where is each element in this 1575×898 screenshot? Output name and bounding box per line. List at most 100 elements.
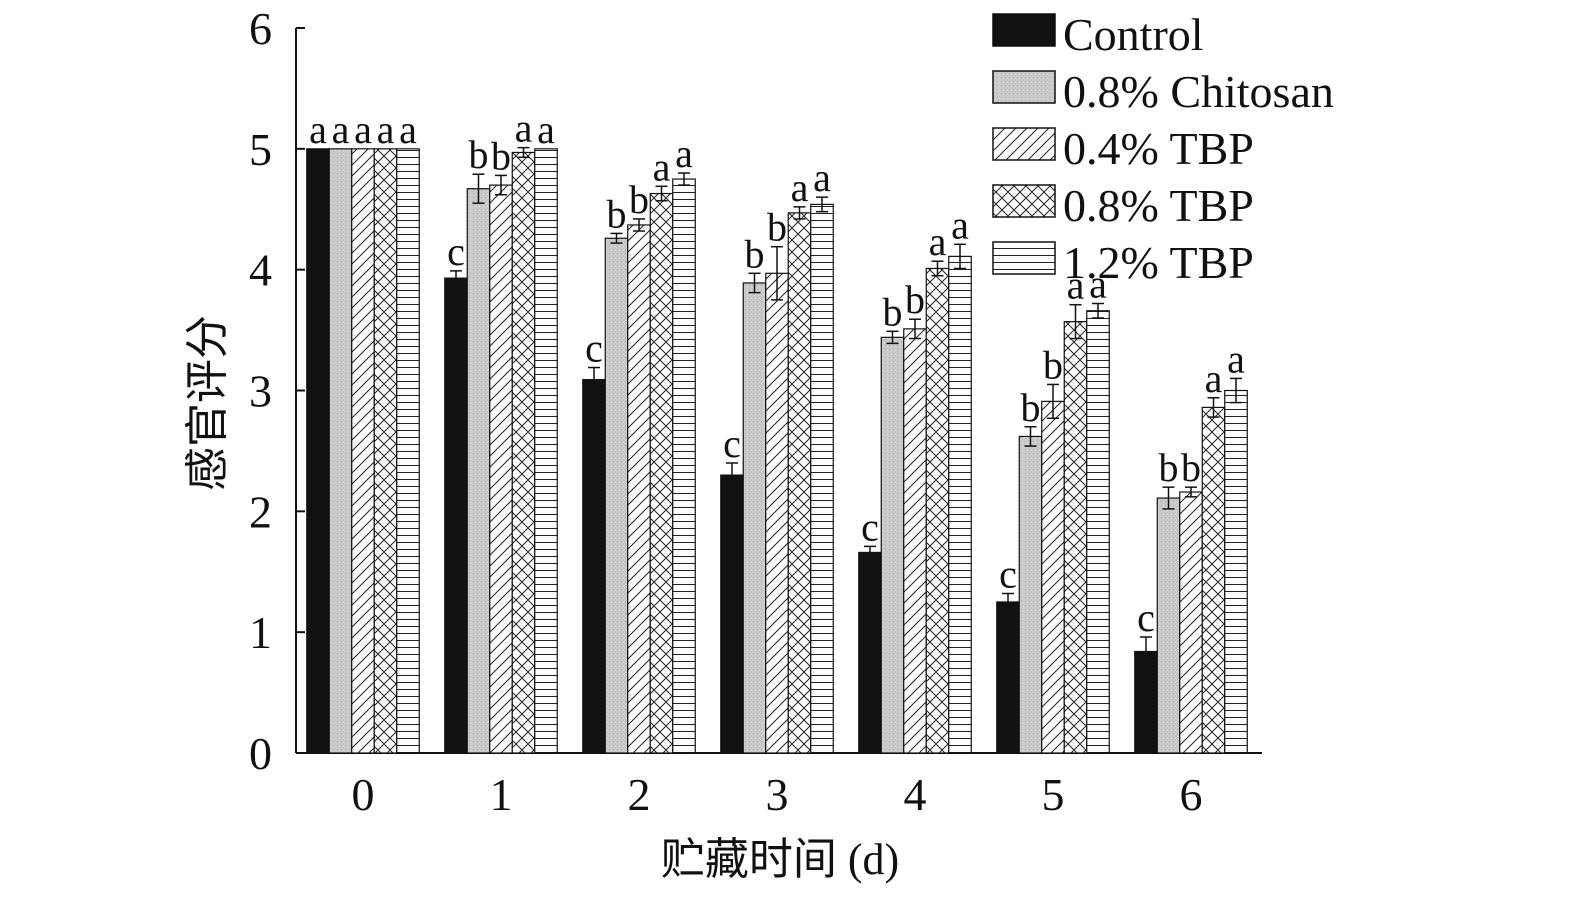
y-tick-label: 2 [249,486,272,537]
significance-label: c [1137,595,1155,640]
bar [627,224,651,754]
legend-swatch [992,241,1056,275]
significance-label: a [653,144,671,189]
y-tick-label: 6 [249,3,272,54]
x-tick-label: 0 [352,769,375,820]
legend-label: 0.8% TBP [1063,180,1254,231]
significance-label: a [1205,356,1223,401]
significance-label: a [332,107,350,152]
significance-label: a [1089,262,1107,307]
legend: Control 0.8% Chitosan 0.4% TBP 0.8% TBP 1.2%… [992,9,1334,288]
significance-label: b [491,133,511,178]
bar [1179,491,1203,754]
y-tick-label: 5 [249,124,272,175]
bar [948,255,972,754]
x-tick-label: 3 [766,769,789,820]
bar [328,148,353,754]
x-tick-label: 6 [1180,769,1203,820]
bar [444,277,468,754]
bars [306,148,1248,754]
legend-label: 0.8% Chitosan [1063,66,1334,117]
bar [396,148,420,754]
significance-label: b [1181,445,1201,490]
significance-label: a [951,202,969,247]
bar [373,148,398,754]
significance-label: b [767,205,787,250]
significance-label: c [447,229,465,274]
y-axis-label: 感官评分 [183,315,232,491]
significance-label: b [469,132,489,177]
significance-label: c [585,326,603,371]
bar [1018,435,1043,754]
x-tick-label: 1 [490,769,513,820]
significance-label: b [1021,385,1041,430]
significance-label: b [629,177,649,222]
legend-label: Control [1063,9,1204,60]
significance-label: b [1043,342,1063,387]
bar [765,272,789,754]
significance-label: b [607,191,627,236]
significance-label: a [1067,263,1085,308]
x-tick-label: 5 [1042,769,1065,820]
bar [1041,400,1065,754]
bar [810,203,834,754]
bar [787,212,812,754]
bar [996,601,1020,754]
significance-label: b [1159,445,1179,490]
bar [903,328,927,754]
bar [880,336,905,754]
x-tick-label: 4 [904,769,927,820]
bar [925,267,950,754]
bar [351,148,375,754]
legend-swatch [992,127,1056,161]
legend-swatch [992,13,1056,47]
bar [604,237,629,754]
significance-label: a [1227,336,1245,381]
legend-label: 1.2% TBP [1063,237,1254,288]
legend-label: 0.4% TBP [1063,123,1254,174]
axes: 0 1 2 3 4 5 6 0 1 2 3 4 5 6 [249,3,1262,820]
bar [582,379,606,754]
legend-swatch [992,70,1056,104]
significance-label: c [723,421,741,466]
bar [858,551,882,754]
x-axis-label: 贮藏时间 (d) [661,835,899,884]
y-tick-label: 3 [249,366,272,417]
significance-label: c [999,552,1017,597]
significance-label: c [861,504,879,549]
y-tick-label: 0 [249,728,272,779]
legend-swatch [992,184,1056,218]
y-tick-label: 1 [249,607,272,658]
significance-label: a [929,219,947,264]
significance-label: b [745,231,765,276]
bar [720,474,744,754]
bar [466,188,491,754]
significance-label: b [883,289,903,334]
significance-label: a [813,155,831,200]
significance-label: a [537,107,555,152]
bar [1201,406,1226,754]
bar [489,184,513,754]
significance-label: b [905,277,925,322]
y-tick-label: 4 [249,245,272,296]
bar [1086,310,1110,754]
bar [534,148,558,754]
bar [649,192,674,754]
bar [511,151,536,754]
bar [306,148,330,754]
significance-label: a [399,107,417,152]
bar [742,282,767,754]
significance-label: a [309,107,327,152]
bar [1224,389,1248,754]
bar [1156,497,1181,754]
x-tick-label: 2 [628,769,651,820]
significance-label: a [515,106,533,151]
significance-label: a [354,107,372,152]
significance-label: a [377,107,395,152]
significance-label: a [675,131,693,176]
bar [1063,321,1088,754]
error-bars [450,146,1242,667]
bar [672,178,696,754]
